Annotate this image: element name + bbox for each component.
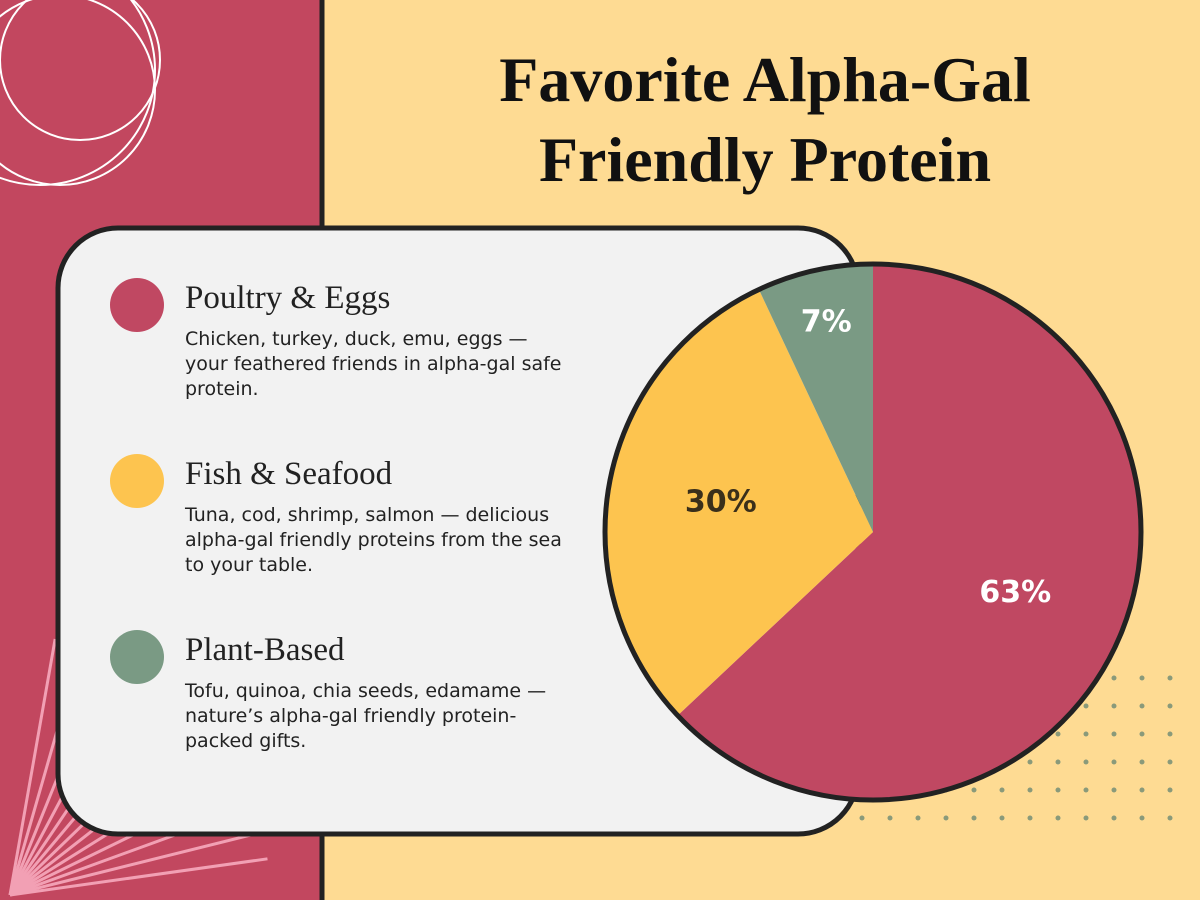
dot xyxy=(1027,759,1033,765)
dot xyxy=(1055,759,1061,765)
dot xyxy=(1055,815,1061,821)
chart-title: Favorite Alpha-Gal Friendly Protein xyxy=(499,44,1031,195)
dot xyxy=(1167,787,1173,793)
dot xyxy=(1167,731,1173,737)
pie-outline xyxy=(602,261,1144,803)
dot xyxy=(1083,815,1089,821)
legend-marker xyxy=(110,278,164,332)
dot xyxy=(1167,759,1173,765)
dot xyxy=(1167,815,1173,821)
dot xyxy=(971,815,977,821)
dot xyxy=(943,815,949,821)
dot xyxy=(1111,815,1117,821)
dot xyxy=(1139,815,1145,821)
dot xyxy=(1027,815,1033,821)
dot xyxy=(1083,759,1089,765)
legend-description: Tuna, cod, shrimp, salmon — delicious al… xyxy=(185,504,562,576)
pie-slice xyxy=(677,264,1141,800)
dot xyxy=(887,815,893,821)
value-label: 7% xyxy=(801,304,852,339)
dot xyxy=(1139,759,1145,765)
value-label: 63% xyxy=(979,575,1051,610)
legend-marker xyxy=(110,454,164,508)
pie-slice xyxy=(604,289,873,716)
circle-decoration xyxy=(0,0,161,186)
dot xyxy=(999,787,1005,793)
dot xyxy=(1111,787,1117,793)
dot xyxy=(999,815,1005,821)
dot xyxy=(1111,703,1117,709)
dot xyxy=(971,787,977,793)
value-label: 30% xyxy=(685,484,757,519)
dot xyxy=(1111,675,1117,681)
dot xyxy=(1083,703,1089,709)
legend-label: Fish & Seafood xyxy=(185,456,393,492)
dot xyxy=(1167,703,1173,709)
pie-slice xyxy=(758,264,873,532)
dot xyxy=(1111,731,1117,737)
ray xyxy=(9,830,263,897)
legend-label: Plant-Based xyxy=(185,632,345,668)
pie: 63% 30% 7% xyxy=(602,261,1144,803)
ray xyxy=(8,638,57,896)
dot xyxy=(1083,787,1089,793)
dot xyxy=(1139,703,1145,709)
dot xyxy=(1111,759,1117,765)
dot xyxy=(1055,731,1061,737)
dot xyxy=(1027,787,1033,793)
ray xyxy=(9,857,268,897)
dot xyxy=(1139,787,1145,793)
dot xyxy=(915,815,921,821)
legend-marker xyxy=(110,630,164,684)
legend-description: Tofu, quinoa, chia seeds, edamame — natu… xyxy=(185,680,547,752)
dot xyxy=(1139,731,1145,737)
dot xyxy=(1139,675,1145,681)
dot xyxy=(859,815,865,821)
legend-description: Chicken, turkey, duck, emu, eggs — your … xyxy=(185,328,562,400)
dot xyxy=(1055,787,1061,793)
dot xyxy=(1083,731,1089,737)
dot xyxy=(1167,675,1173,681)
legend-label: Poultry & Eggs xyxy=(185,280,391,316)
